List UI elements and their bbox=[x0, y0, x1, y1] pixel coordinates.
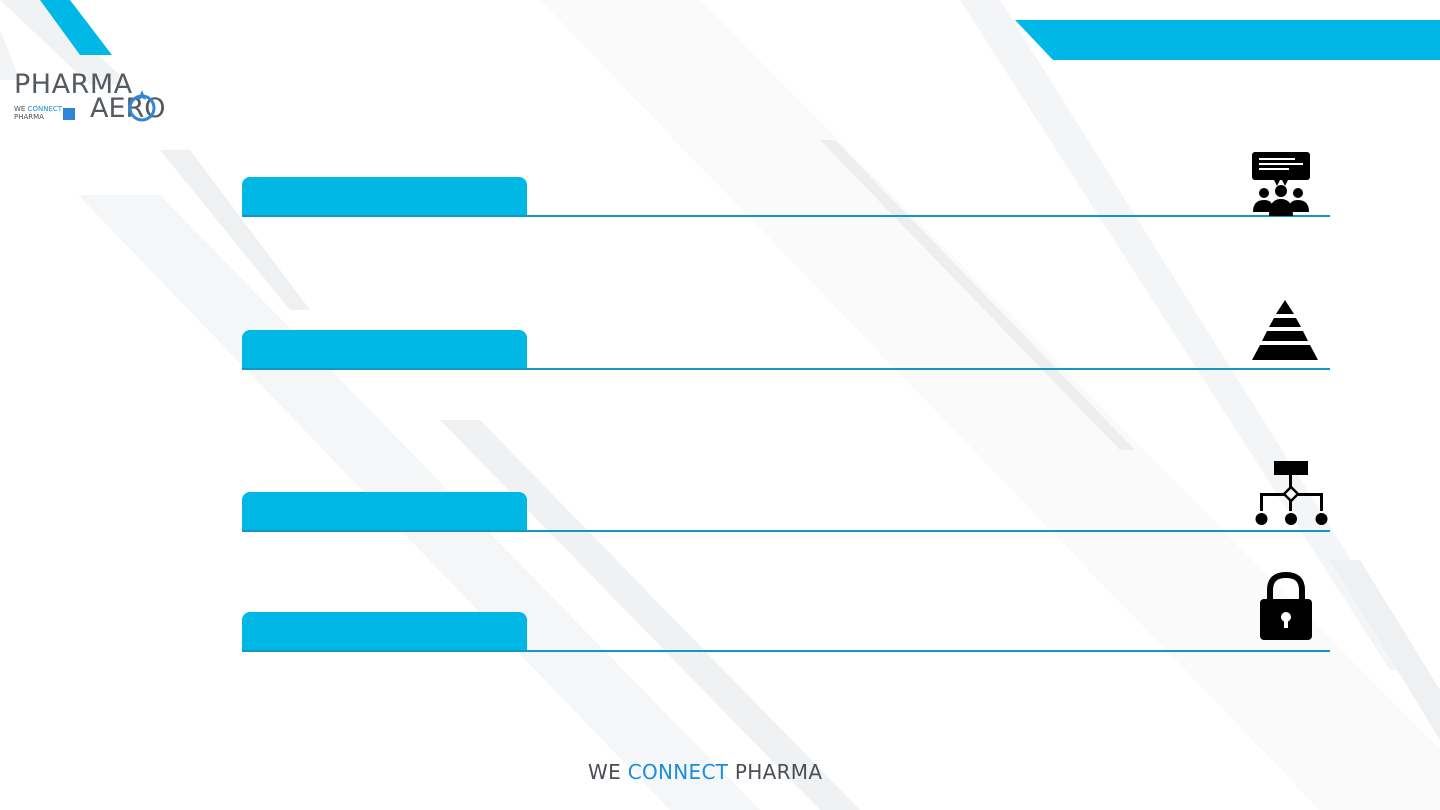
footer-pharma: PHARMA bbox=[734, 760, 823, 784]
section-row-4 bbox=[242, 612, 1330, 654]
footer-connect: CONNECT bbox=[627, 760, 729, 784]
logo-line1: PHARMA bbox=[14, 69, 133, 100]
section-divider-4 bbox=[242, 650, 1330, 652]
pharma-aero-logo: PHARMA WE CONNECT PHARMA AERO bbox=[12, 69, 166, 128]
footer-tagline: WE CONNECT PHARMA bbox=[588, 760, 822, 784]
section-divider-3 bbox=[242, 530, 1330, 532]
padlock-icon bbox=[1260, 572, 1312, 640]
logo-tag-pharma: PHARMA bbox=[14, 113, 44, 121]
section-tab-1 bbox=[242, 177, 527, 217]
section-divider-2 bbox=[242, 368, 1330, 370]
section-row-3 bbox=[242, 492, 1330, 534]
footer-we: WE bbox=[588, 760, 622, 784]
section-tab-3 bbox=[242, 492, 527, 532]
section-row-2 bbox=[242, 330, 1330, 372]
section-tab-2 bbox=[242, 330, 527, 370]
section-divider-1 bbox=[242, 215, 1330, 217]
logo-ring-icon bbox=[128, 90, 156, 122]
flowchart-icon bbox=[1255, 461, 1328, 525]
logo-square bbox=[63, 108, 75, 120]
section-tab-4 bbox=[242, 612, 527, 652]
pyramid-icon bbox=[1252, 300, 1318, 360]
section-row-1 bbox=[242, 177, 1330, 219]
presentation-audience-icon bbox=[1252, 152, 1310, 216]
logo-tag-we: WE bbox=[14, 105, 26, 113]
logo-tagline: WE CONNECT PHARMA bbox=[14, 105, 62, 121]
logo-tag-connect: CONNECT bbox=[27, 105, 63, 113]
